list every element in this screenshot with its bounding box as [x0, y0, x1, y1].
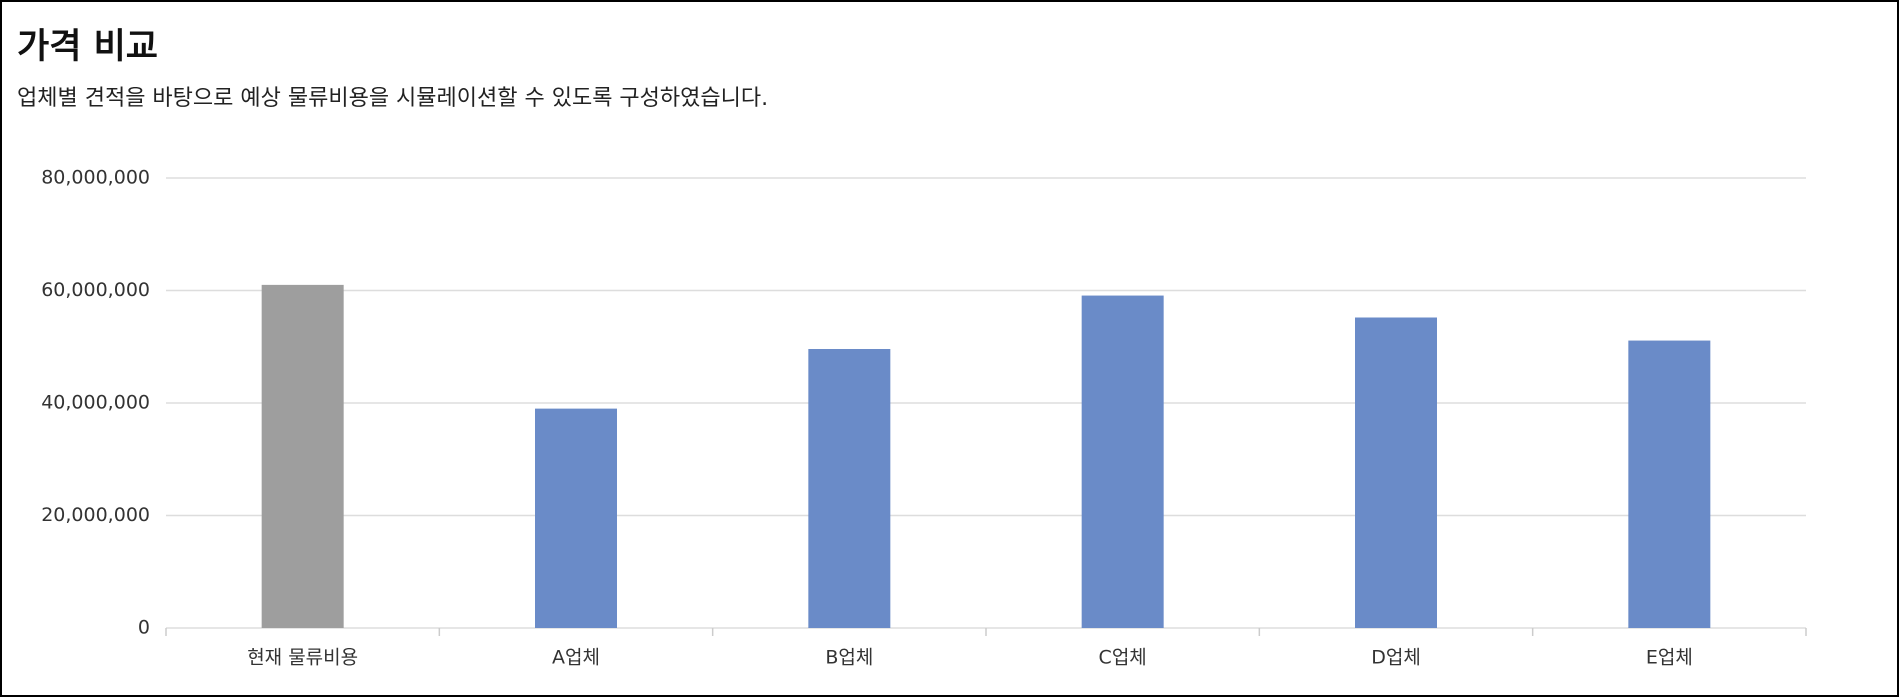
- bar: [808, 349, 891, 628]
- y-tick-label: 40,000,000: [41, 392, 150, 414]
- chart-title: 가격 비교: [17, 27, 158, 67]
- chart-subtitle: 업체별 견적을 바탕으로 예상 물류비용을 시뮬레이션할 수 있도록 구성하였습…: [17, 86, 769, 111]
- bar: [1628, 340, 1711, 628]
- y-tick-label: 60,000,000: [41, 279, 150, 301]
- y-tick-label: 0: [138, 617, 150, 639]
- x-tick-label: B업체: [825, 647, 873, 669]
- bar: [1355, 317, 1437, 628]
- x-tick-label: D업체: [1371, 647, 1421, 669]
- y-tick-label: 80,000,000: [41, 167, 150, 189]
- bar: [261, 284, 344, 628]
- x-tick-label: A업체: [552, 647, 600, 669]
- x-tick-label: 현재 물류비용: [247, 647, 358, 669]
- x-tick-label: E업체: [1646, 647, 1693, 669]
- x-tick-label: C업체: [1099, 647, 1147, 669]
- bar: [1081, 295, 1164, 628]
- y-tick-label: 20,000,000: [41, 504, 150, 526]
- bar: [535, 408, 617, 628]
